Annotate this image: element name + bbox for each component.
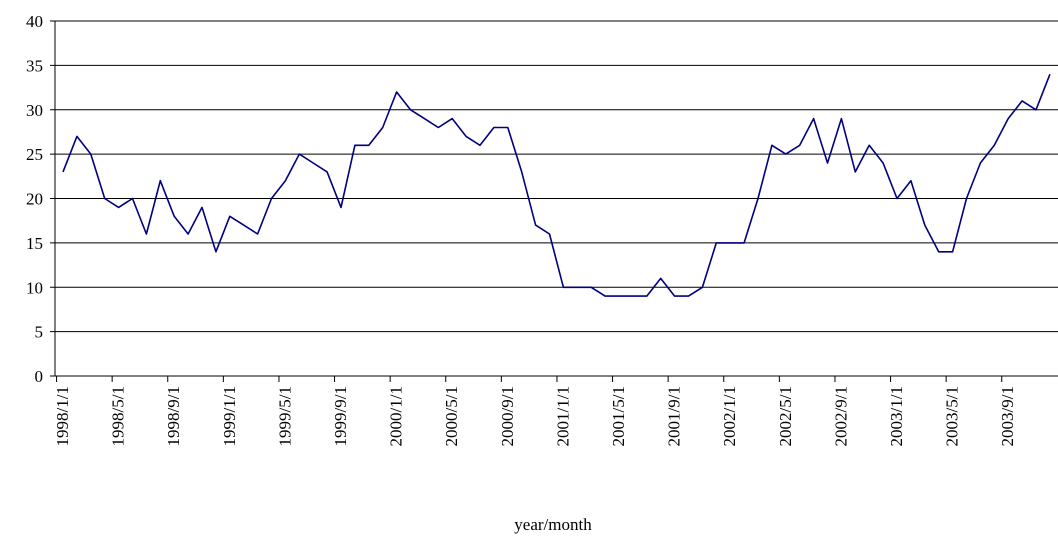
y-tick-label: 20 bbox=[26, 190, 43, 209]
gridlines bbox=[55, 20, 1058, 333]
x-tick-label: 1998/5/1 bbox=[109, 386, 128, 446]
x-tick-label: 1999/9/1 bbox=[331, 386, 350, 446]
x-tick-label: 2001/1/1 bbox=[553, 386, 572, 446]
y-tick-label: 15 bbox=[26, 234, 43, 253]
x-tick-label: 1999/1/1 bbox=[220, 386, 239, 446]
x-tick-label: 2002/5/1 bbox=[776, 386, 795, 446]
x-tick-label: 1999/5/1 bbox=[275, 386, 294, 446]
y-tick-label: 10 bbox=[26, 278, 43, 297]
y-tick-label: 0 bbox=[35, 367, 44, 386]
y-axis-ticks: 0 5 10 15 20 25 30 35 40 bbox=[26, 12, 55, 386]
x-tick-label: 1998/9/1 bbox=[164, 386, 183, 446]
x-axis-ticks: 1998/1/1 1998/5/1 1998/9/1 1999/1/1 1999/5/1… bbox=[53, 376, 1017, 446]
y-tick-label: 25 bbox=[26, 145, 43, 164]
x-tick-label: 1998/1/1 bbox=[53, 386, 72, 446]
y-tick-label: 40 bbox=[26, 12, 43, 31]
x-tick-label: 2002/9/1 bbox=[831, 386, 850, 446]
x-tick-label: 2002/1/1 bbox=[720, 386, 739, 446]
x-tick-label: 2001/9/1 bbox=[665, 386, 684, 446]
x-tick-label: 2003/5/1 bbox=[943, 386, 962, 446]
x-tick-label: 2000/5/1 bbox=[442, 386, 461, 446]
x-tick-label: 2003/1/1 bbox=[887, 386, 906, 446]
x-tick-label: 2003/9/1 bbox=[998, 386, 1017, 446]
x-tick-label: 2001/5/1 bbox=[609, 386, 628, 446]
y-tick-label: 30 bbox=[26, 101, 43, 120]
x-tick-label: 2000/1/1 bbox=[387, 386, 406, 446]
y-tick-label: 5 bbox=[35, 323, 44, 342]
x-tick-label: 2000/9/1 bbox=[498, 386, 517, 446]
series-line-0 bbox=[62, 74, 1051, 297]
x-axis-title: year/month bbox=[514, 515, 592, 534]
series-layer bbox=[62, 74, 1051, 297]
y-tick-label: 35 bbox=[26, 56, 43, 75]
